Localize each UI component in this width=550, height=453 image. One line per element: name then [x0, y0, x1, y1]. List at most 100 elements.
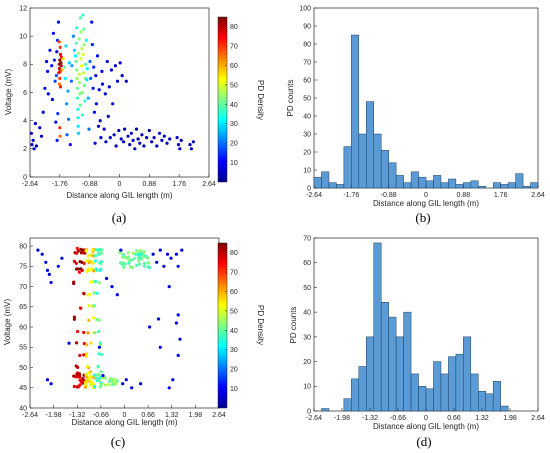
scatter-point [120, 74, 124, 78]
scatter-point [111, 102, 115, 106]
histogram-bar [380, 149, 389, 189]
scatter-point [96, 378, 100, 383]
scatter-point [46, 92, 50, 96]
x-tick-label: 0 [123, 412, 127, 419]
scatter-point [85, 364, 89, 368]
x-ticks: -2.64 -1.98 -1.32 -0.66 0 0.66 1.32 1.98 2.64 [22, 405, 226, 419]
scatter-point [56, 264, 60, 268]
scatter-point [131, 251, 135, 255]
scatter-point [72, 374, 76, 378]
y-tick-label: 4 [23, 118, 27, 125]
scatter-point [167, 386, 171, 390]
histogram-bar [530, 182, 539, 189]
scatter-point [160, 138, 164, 142]
scatter-point [179, 138, 183, 142]
scatter-point [60, 256, 64, 260]
scatter-point [97, 88, 101, 92]
colorbar-tick-label: 30 [230, 347, 238, 354]
y-axis-label: Voltage (mV) [3, 299, 12, 346]
x-tick-label: 2.64 [202, 181, 216, 188]
x-tick-label: 0 [424, 192, 428, 199]
scatter-point [96, 373, 100, 377]
scatter-point [74, 59, 78, 64]
scatter-point [87, 292, 91, 296]
scatter-point [135, 263, 139, 267]
histogram-bar [463, 336, 472, 412]
panel-d-histogram: 0 10 20 30 40 50 60 70 -2.64 -1.98 -1.32 -0.66 0 0.6… [289, 235, 545, 449]
histogram-bar [470, 373, 479, 412]
scatter-point [93, 254, 98, 258]
scatter-point [100, 248, 104, 252]
x-ticks: -2.64 -1.76 -0.88 0 0.88 1.76 2.64 [306, 185, 545, 199]
scatter-point [47, 272, 51, 276]
scatter-point [84, 354, 88, 358]
scatter-point [106, 114, 110, 118]
histogram-bar [343, 398, 352, 412]
scatter-point [30, 143, 34, 147]
scatter-point [139, 382, 143, 386]
scatter-point [74, 364, 78, 368]
y-tick-label: 10 [303, 384, 311, 391]
scatter-point [90, 43, 94, 47]
scatter-point [90, 20, 94, 24]
scatter-point [45, 268, 50, 272]
scatter-point [126, 251, 130, 255]
scatter-point [81, 52, 85, 57]
histogram-bar [403, 182, 412, 189]
x-tick-label: -1.32 [69, 412, 85, 419]
scatter-point [85, 269, 89, 273]
scatter-point [84, 259, 88, 263]
scatter-point [34, 144, 39, 148]
histogram-bar [388, 316, 397, 412]
scatter-point [92, 291, 96, 295]
scatter-point [77, 270, 81, 274]
scatter-point [93, 259, 98, 263]
scatter-point [123, 127, 127, 131]
scatter-point [120, 261, 124, 265]
x-ticks: -2.64 -1.76 -0.88 0 0.88 1.76 2.64 [22, 174, 216, 188]
scatter-point [76, 329, 80, 334]
scatter-point [99, 251, 103, 255]
scatter-point [64, 44, 68, 48]
histogram-bar [440, 373, 449, 412]
histogram-bar [455, 353, 464, 412]
x-tick-label: -1.76 [52, 181, 68, 188]
y-tick-label: 50 [19, 365, 27, 372]
scatter-point [117, 128, 121, 133]
scatter-point [110, 285, 114, 289]
colorbar-tick-label: 60 [230, 289, 238, 296]
scatter-point [86, 96, 90, 100]
y-tick-label: 2 [23, 146, 27, 153]
scatter-point [139, 248, 143, 253]
scatter-point [87, 261, 91, 265]
scatter-point [50, 64, 54, 68]
histogram-bar [373, 133, 382, 189]
scatter-point [129, 131, 133, 135]
scatter-point [33, 121, 38, 126]
scatter-point [39, 134, 44, 138]
scatter-point [78, 92, 82, 96]
scatter-point [99, 262, 103, 266]
scatter-point [76, 107, 80, 111]
scatter-point [103, 383, 108, 387]
histogram-bar [351, 34, 360, 189]
scatter-point [94, 267, 98, 271]
y-tick-label: 8 [23, 62, 27, 69]
scatter-point [98, 385, 102, 389]
scatter-point [121, 382, 125, 386]
scatter-point [72, 315, 76, 319]
scatter-point [92, 110, 96, 114]
y-tick-label: 0 [307, 185, 311, 192]
scatter-point [29, 131, 33, 135]
y-tick-label: 60 [303, 260, 311, 267]
scatter-point [74, 251, 79, 255]
scatter-point [142, 250, 146, 254]
scatter-point [91, 86, 95, 90]
scatter-point [178, 337, 182, 341]
y-tick-label: 80 [303, 41, 311, 48]
scatter-point [140, 133, 144, 137]
scatter-point [107, 85, 111, 89]
x-tick-label: 2.64 [531, 415, 545, 422]
scatter-point [85, 78, 89, 82]
